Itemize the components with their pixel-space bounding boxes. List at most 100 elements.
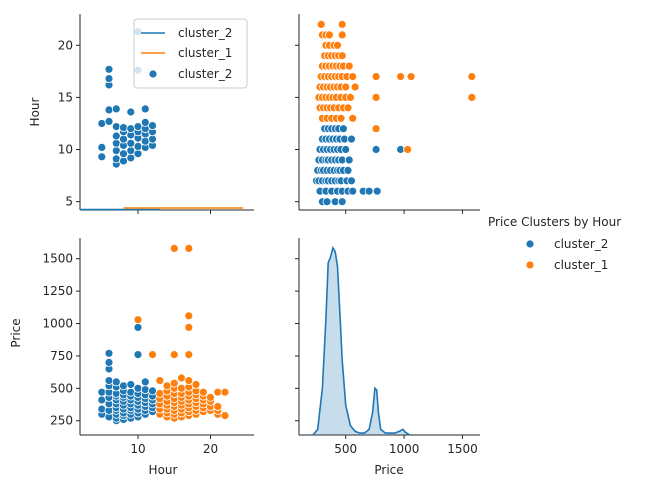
- inner-legend-frame: [133, 18, 248, 89]
- figure-legend-title: Price Clusters by Hour: [488, 215, 621, 229]
- cluster-2-point: [140, 377, 150, 387]
- cluster-1-point: [213, 402, 223, 411]
- cluster-1-point: [343, 103, 353, 113]
- cluster-1-point: [371, 124, 381, 134]
- cluster-1-point: [350, 82, 360, 92]
- cluster-2-diagonal-point: [104, 105, 114, 115]
- cluster-2-point: [126, 387, 136, 397]
- cluster-1-point: [345, 93, 355, 102]
- cluster-2-point: [119, 381, 128, 391]
- x-tick-label: 20: [203, 442, 218, 456]
- cluster-1-point: [396, 72, 406, 81]
- cluster-2-diagonal-point: [104, 117, 114, 126]
- y-tick-label: 500: [50, 381, 73, 395]
- legend-entry-label: cluster_2: [554, 237, 608, 251]
- cluster-1-point: [177, 383, 186, 393]
- cluster-2-point: [133, 383, 143, 393]
- inner-legend: cluster_2 cluster_1 cluster_2: [133, 18, 248, 89]
- cluster-1-point: [184, 376, 194, 386]
- cluster-1-point: [344, 61, 354, 71]
- cluster-2-point: [140, 385, 150, 395]
- legend-entry-label: cluster_1: [554, 258, 608, 272]
- cluster-1-point: [220, 411, 230, 421]
- cluster-1-point: [184, 311, 194, 321]
- cluster-2-diagonal-point: [111, 131, 121, 141]
- cluster-1-point: [341, 82, 351, 92]
- cluster-2-diagonal-point: [126, 153, 136, 163]
- cluster-2-diagonal-point: [111, 146, 121, 156]
- cluster-2-diagonal-point: [140, 136, 150, 146]
- cluster-1-point: [337, 51, 347, 61]
- cluster-1-point: [184, 322, 194, 332]
- cluster-2-diagonal-point: [111, 122, 121, 131]
- cluster-1-point: [133, 315, 143, 325]
- panel-hour-diagonal: 5 10 15 20: [58, 14, 254, 214]
- cluster-1-point: [371, 93, 381, 102]
- cluster-2-diagonal-point: [104, 64, 114, 74]
- cluster-1-point: [191, 380, 201, 389]
- x-tick-label: 1500: [447, 442, 478, 456]
- cluster-2-diagonal-point: [126, 124, 136, 134]
- cluster-2-point: [111, 377, 121, 387]
- cluster-1-point: [162, 381, 172, 391]
- cluster-1-point: [348, 113, 358, 123]
- cluster-2-point: [344, 155, 354, 165]
- cluster-2-diagonal-point: [119, 123, 128, 132]
- y-tick-label: 15: [58, 90, 73, 104]
- cluster-2-point: [338, 124, 348, 134]
- cluster-2-diagonal-point: [148, 134, 157, 144]
- cluster-2-point: [337, 197, 347, 207]
- cluster-1-point: [406, 72, 416, 81]
- cluster-2-diagonal-point: [97, 119, 107, 128]
- y-tick-label: 20: [58, 38, 73, 52]
- legend-marker-swatch: [525, 260, 535, 270]
- cluster-2-diagonal-point: [119, 134, 128, 144]
- panel-hour-vs-price: 250 500 750 1000 1250 1500 10 20: [42, 238, 254, 456]
- cluster-2-diagonal-point: [97, 152, 107, 162]
- ylabel-price: Price: [9, 318, 23, 347]
- cluster-2-point: [341, 145, 351, 154]
- cluster-1-point: [337, 30, 347, 40]
- cluster-2-point: [133, 350, 143, 360]
- cluster-1-point: [467, 93, 477, 102]
- panel-price-diagonal: 500 1000 1500: [295, 238, 480, 456]
- cluster-1-point: [348, 72, 358, 81]
- xlabel-price: Price: [374, 463, 403, 477]
- y-tick-label: 1500: [42, 252, 73, 266]
- y-tick-label: 1250: [42, 284, 73, 298]
- cluster-2-point: [347, 176, 356, 186]
- legend-entry-label: cluster_2: [178, 67, 232, 81]
- cluster-1-point: [403, 145, 413, 154]
- ylabel-hour: Hour: [28, 97, 42, 126]
- cluster-2-diagonal-point: [104, 74, 114, 83]
- cluster-1-point: [155, 376, 165, 386]
- cluster-1-point: [184, 243, 194, 253]
- cluster-2-diagonal-point: [133, 149, 143, 159]
- cluster-2-point: [364, 186, 374, 196]
- cluster-2-diagonal-point: [126, 107, 136, 117]
- cluster-1-point: [336, 113, 346, 123]
- cluster-2-point: [104, 348, 114, 358]
- cluster-1-point: [177, 373, 186, 383]
- cluster-2-point: [371, 145, 381, 154]
- cluster-1-point: [337, 19, 347, 29]
- cluster-2-point: [104, 376, 114, 386]
- x-tick-label: 10: [130, 442, 145, 456]
- legend-marker-swatch: [525, 239, 535, 249]
- cluster-2-diagonal-point: [126, 146, 136, 156]
- cluster-1-point: [184, 350, 194, 360]
- cluster-1-point: [206, 392, 215, 402]
- legend-entry-label: cluster_1: [178, 46, 232, 60]
- cluster-1-point: [148, 350, 157, 360]
- cluster-1-point: [169, 378, 179, 388]
- cluster-1-point: [155, 389, 165, 398]
- y-tick-label: 10: [58, 143, 73, 157]
- cluster-2-diagonal-point: [133, 122, 143, 131]
- cluster-2-point: [148, 386, 157, 396]
- cluster-2-diagonal-point: [97, 142, 107, 152]
- y-tick-label: 250: [50, 414, 73, 428]
- cluster-2-point: [343, 165, 353, 175]
- cluster-2-point: [104, 357, 114, 367]
- legend-marker-swatch: [148, 69, 158, 79]
- cluster-2-point: [97, 404, 107, 414]
